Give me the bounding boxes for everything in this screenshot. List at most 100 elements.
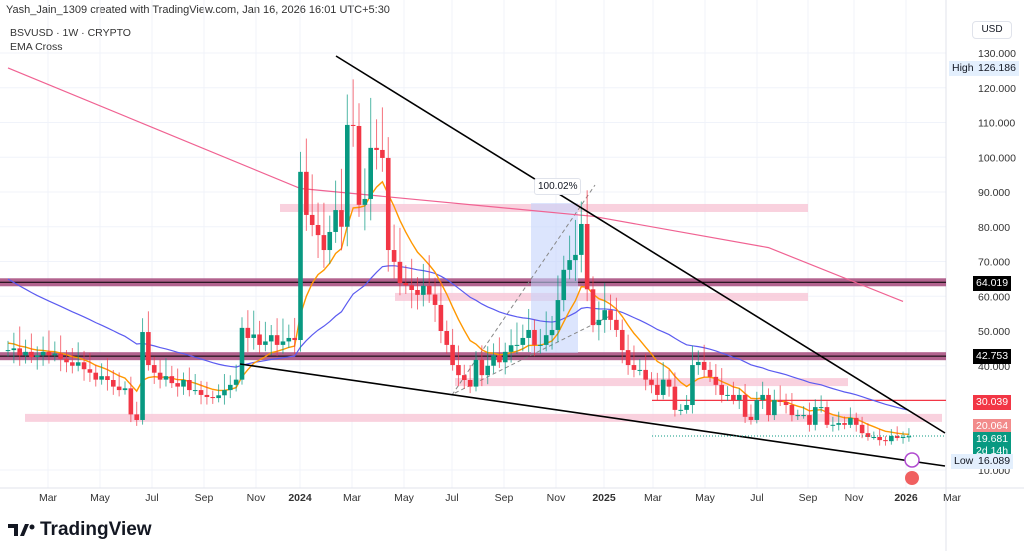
candle-up bbox=[5, 340, 11, 357]
candle-up bbox=[216, 384, 221, 403]
indicator-label[interactable]: EMA Cross bbox=[10, 41, 63, 53]
candle-down bbox=[742, 383, 748, 423]
candle-down bbox=[391, 224, 397, 279]
candle-up bbox=[520, 324, 526, 352]
candle-down bbox=[409, 258, 414, 309]
candle-up bbox=[99, 363, 104, 385]
candle-body bbox=[175, 383, 180, 387]
x-tick-label: May bbox=[695, 492, 716, 504]
candle-body bbox=[304, 171, 309, 215]
candle-body bbox=[614, 319, 619, 330]
candle-up bbox=[140, 318, 145, 425]
candle-body bbox=[146, 332, 151, 366]
symbol-label[interactable]: BSVUSD · 1W · CRYPTO bbox=[10, 27, 131, 39]
candle-up bbox=[736, 388, 742, 410]
tradingview-logo[interactable]: TradingView bbox=[8, 519, 152, 541]
chart-legend: BSVUSD · 1W · CRYPTO EMA Cross bbox=[10, 26, 131, 54]
candle-up bbox=[754, 391, 760, 424]
candle-body bbox=[865, 433, 871, 437]
currency-button[interactable]: USD bbox=[972, 21, 1012, 39]
candle-down bbox=[713, 364, 719, 396]
candle-body bbox=[584, 223, 590, 290]
high-label: High bbox=[949, 61, 977, 76]
x-tick-label: Sep bbox=[195, 492, 214, 504]
candle-body bbox=[268, 335, 274, 342]
candle-down bbox=[315, 202, 321, 259]
last-price: 19.681 bbox=[976, 433, 1009, 445]
candle-down bbox=[731, 381, 736, 405]
candle-up bbox=[40, 336, 46, 366]
candle-body bbox=[426, 285, 432, 295]
y-tick-label: 60.000 bbox=[978, 291, 1010, 303]
candle-up bbox=[596, 301, 602, 341]
candle-body bbox=[625, 350, 631, 366]
y-tick-label: 120.000 bbox=[978, 83, 1016, 95]
candle-down bbox=[865, 423, 871, 441]
candle-up bbox=[11, 332, 17, 364]
candle-up bbox=[830, 416, 836, 432]
candle-body bbox=[853, 417, 859, 425]
candle-body bbox=[81, 362, 87, 370]
candle-body bbox=[889, 435, 894, 442]
candle-body bbox=[251, 334, 256, 338]
candle-up bbox=[34, 346, 40, 370]
candle-down bbox=[842, 416, 847, 430]
event-flag-icon bbox=[905, 471, 919, 485]
candle-down bbox=[625, 334, 631, 375]
candle-up bbox=[555, 275, 561, 343]
candle-body bbox=[368, 147, 373, 199]
candle-body bbox=[672, 386, 678, 410]
candle-down bbox=[655, 372, 660, 401]
candle-body bbox=[801, 415, 806, 417]
candle-up bbox=[848, 407, 853, 429]
candle-up bbox=[233, 364, 239, 392]
candle-body bbox=[333, 210, 338, 232]
candle-body bbox=[204, 394, 210, 398]
candle-down bbox=[649, 372, 654, 394]
candle-body bbox=[649, 379, 654, 385]
candle-up bbox=[75, 342, 81, 372]
candle-body bbox=[87, 369, 93, 373]
candle-body bbox=[497, 355, 502, 363]
candle-down bbox=[672, 372, 678, 417]
candle-body bbox=[900, 436, 906, 439]
candle-down bbox=[169, 365, 175, 388]
candle-body bbox=[192, 390, 198, 392]
candle-body bbox=[643, 369, 648, 380]
candle-up bbox=[813, 399, 818, 431]
candle-body bbox=[772, 400, 777, 416]
candle-up bbox=[889, 429, 894, 445]
candle-up bbox=[251, 310, 256, 350]
candle-up bbox=[801, 406, 806, 419]
candle-down bbox=[859, 416, 865, 439]
candle-body bbox=[169, 376, 175, 384]
candle-down bbox=[894, 426, 900, 441]
candle-up bbox=[345, 94, 350, 247]
candle-down bbox=[116, 372, 122, 397]
candle-body bbox=[766, 394, 771, 416]
candle-body bbox=[198, 390, 204, 395]
x-tick-label: Nov bbox=[247, 492, 266, 504]
candle-body bbox=[748, 416, 754, 420]
candle-body bbox=[660, 379, 666, 395]
candle-down bbox=[292, 317, 297, 355]
candle-body bbox=[602, 310, 607, 320]
brand-name: TradingView bbox=[40, 519, 152, 540]
x-tick-label: Nov bbox=[845, 492, 864, 504]
candle-down bbox=[257, 320, 262, 354]
candle-down bbox=[631, 345, 637, 378]
x-tick-label: Jul bbox=[750, 492, 763, 504]
candle-body bbox=[181, 379, 186, 387]
candle-up bbox=[502, 342, 508, 375]
candle-body bbox=[438, 304, 444, 331]
candle-down bbox=[853, 412, 859, 432]
y-tick-label: 100.000 bbox=[978, 152, 1016, 164]
measure-label: 100.02% bbox=[534, 178, 582, 195]
candle-up bbox=[573, 219, 578, 281]
candle-up bbox=[900, 431, 906, 444]
candle-body bbox=[263, 341, 268, 345]
candle-body bbox=[538, 344, 543, 346]
supply-demand-zone bbox=[25, 413, 942, 422]
candle-down bbox=[146, 311, 151, 371]
